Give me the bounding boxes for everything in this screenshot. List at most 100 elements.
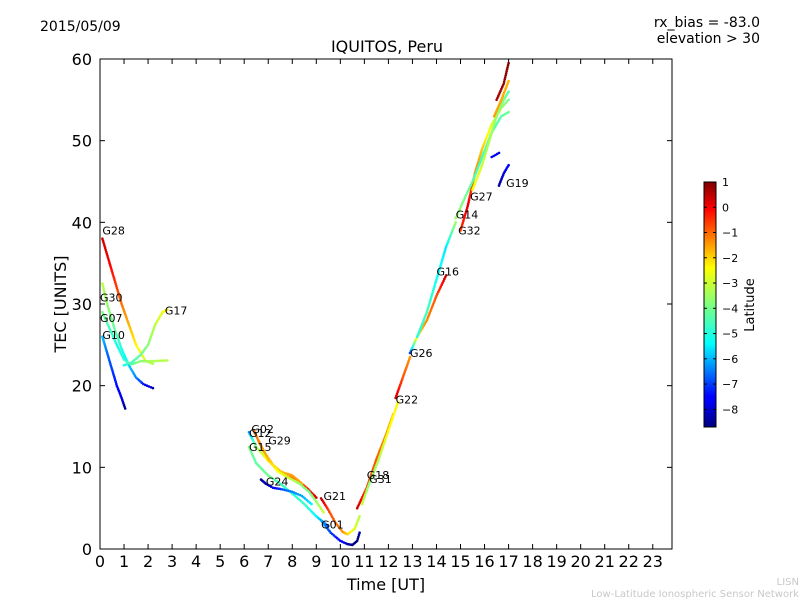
plot-frame xyxy=(99,58,673,550)
data-point xyxy=(502,80,506,83)
data-point xyxy=(135,345,139,348)
series-label: G32 xyxy=(458,225,481,238)
data-point xyxy=(287,472,290,476)
x-tick-label: 13 xyxy=(402,552,422,571)
series-label: G21 xyxy=(324,490,347,503)
y-tick-label: 50 xyxy=(72,132,92,151)
y-tick-label: 60 xyxy=(72,50,92,69)
data-point xyxy=(123,407,127,410)
colorbar-tick-label: 0 xyxy=(722,201,729,214)
data-point xyxy=(103,292,107,296)
series-label: G01 xyxy=(321,519,344,532)
footer-lisn: LISN xyxy=(777,577,799,588)
x-tick-label: 21 xyxy=(595,552,615,571)
colorbar-tick-label: 1 xyxy=(722,176,729,189)
axis-ticks: 0 1 2 3 4 5 6 7 8 9 10 11 12 13 14 15 16 17 18 19 20 21 22 2301… xyxy=(72,50,672,571)
colorbar-tick-label: −2 xyxy=(722,252,738,265)
x-tick-label: 16 xyxy=(474,552,494,571)
x-tick-label: 11 xyxy=(354,552,374,571)
data-point xyxy=(322,511,325,514)
data-point xyxy=(315,496,318,499)
data-point xyxy=(358,531,361,534)
series-label: G28 xyxy=(102,225,125,238)
series-label: G24 xyxy=(266,475,289,488)
data-point xyxy=(454,221,458,224)
data-point xyxy=(327,524,330,528)
data-point xyxy=(103,290,106,294)
x-tick-label: 1 xyxy=(119,552,129,571)
data-point xyxy=(379,452,383,455)
series-label: G22 xyxy=(396,394,419,407)
data-point xyxy=(101,284,105,287)
x-tick-label: 4 xyxy=(191,552,201,571)
colorbar-tick-label: −6 xyxy=(722,353,738,366)
series-label: G30 xyxy=(100,292,123,305)
data-point xyxy=(390,419,393,423)
series-label: G02 xyxy=(251,423,274,436)
data-point xyxy=(159,359,163,363)
data-point xyxy=(155,359,159,363)
x-tick-label: 7 xyxy=(263,552,273,571)
x-tick-label: 3 xyxy=(167,552,177,571)
series-label: G15 xyxy=(249,441,272,454)
data-point xyxy=(436,274,439,278)
data-point xyxy=(506,65,509,69)
data-point xyxy=(423,322,427,326)
data-point xyxy=(444,247,447,251)
data-point xyxy=(271,486,275,490)
data-point xyxy=(505,67,509,71)
y-tick-label: 0 xyxy=(82,540,92,559)
data-point xyxy=(502,82,506,85)
data-point xyxy=(285,472,288,475)
data-point xyxy=(310,502,313,506)
data-point xyxy=(147,359,150,363)
data-point xyxy=(153,359,156,363)
x-tick-label: 9 xyxy=(311,552,321,571)
data-point xyxy=(151,362,155,365)
series-label: G12 xyxy=(249,427,272,440)
data-point xyxy=(141,359,145,363)
data-point xyxy=(137,360,141,364)
data-point xyxy=(358,515,361,518)
data-point xyxy=(504,74,508,77)
x-tick-label: 17 xyxy=(498,552,518,571)
data-point xyxy=(163,359,167,362)
data-point xyxy=(467,200,470,204)
data-point xyxy=(507,163,510,167)
data-point xyxy=(102,288,106,292)
x-tick-label: 8 xyxy=(287,552,297,571)
data-point xyxy=(104,296,108,300)
data-point xyxy=(279,487,283,491)
series-label: G19 xyxy=(506,177,529,190)
data-point xyxy=(431,291,434,295)
colorbar-tick-label: −8 xyxy=(722,403,738,416)
data-point xyxy=(166,359,169,362)
series-label: G31 xyxy=(369,473,392,486)
series-label: G26 xyxy=(410,347,433,360)
data-point xyxy=(396,400,400,404)
colorbar xyxy=(703,181,717,428)
series-label: G27 xyxy=(470,190,493,203)
series-label: G29 xyxy=(268,434,291,447)
data-point xyxy=(444,274,448,277)
data-point xyxy=(104,294,107,298)
data-point xyxy=(289,473,292,477)
data-point xyxy=(129,363,133,366)
x-axis-label: Time [UT] xyxy=(346,575,425,594)
data-point xyxy=(507,61,510,65)
data-point xyxy=(101,282,104,285)
data-point xyxy=(355,539,359,543)
data-point xyxy=(507,90,510,93)
data-point xyxy=(145,359,148,363)
data-point xyxy=(503,76,507,79)
series-label: G18 xyxy=(367,469,390,482)
colorbar-tick-label: −4 xyxy=(722,302,738,315)
data-point xyxy=(289,490,292,493)
data-point xyxy=(497,151,501,155)
data-point xyxy=(102,286,105,290)
x-tick-label: 12 xyxy=(378,552,398,571)
y-tick-label: 10 xyxy=(72,458,92,477)
x-tick-label: 23 xyxy=(643,552,663,571)
data-point xyxy=(357,533,361,536)
data-point xyxy=(122,358,126,361)
